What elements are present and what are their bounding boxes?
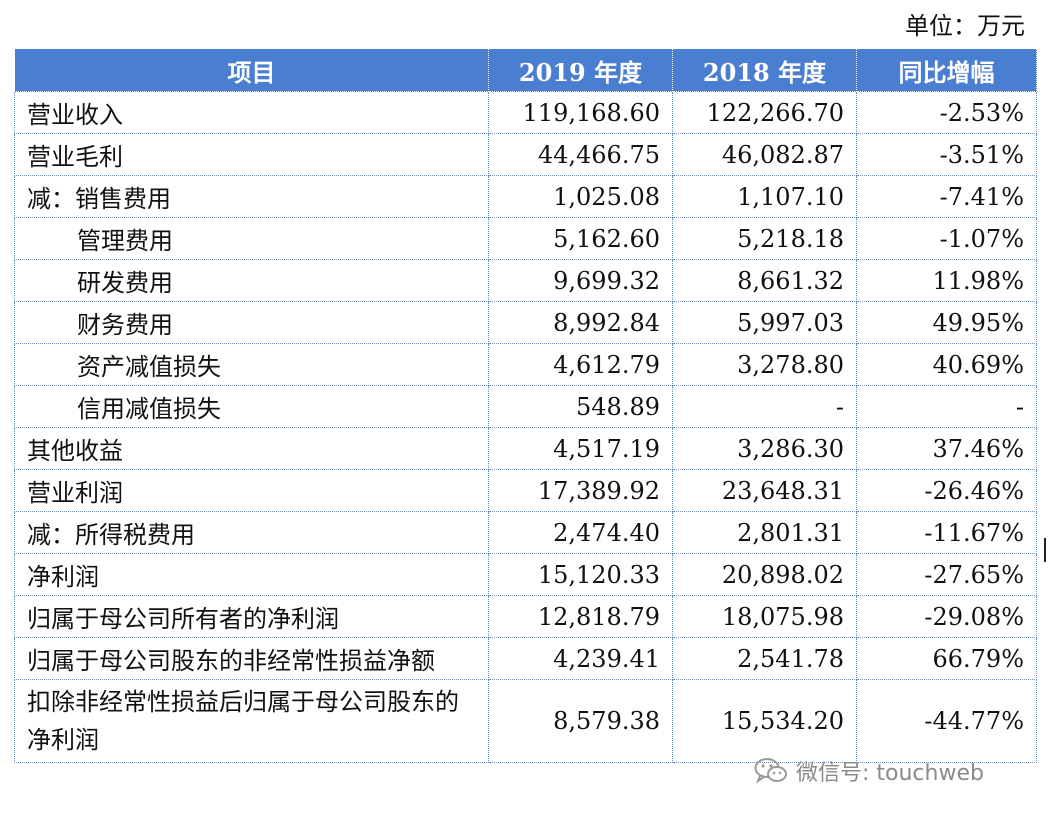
value-2019: 4,517.19	[488, 427, 673, 470]
value-2019: 8,992.84	[488, 301, 673, 344]
value-2018: 23,648.31	[672, 469, 857, 512]
value-2018: 8,661.32	[672, 259, 857, 302]
row-label: 归属于母公司所有者的净利润	[14, 595, 489, 638]
value-change: 49.95%	[856, 301, 1037, 344]
header-2019: 2019 年度	[488, 48, 673, 92]
value-change: -1.07%	[856, 217, 1037, 260]
row-label: 营业利润	[14, 469, 489, 512]
table-row: 资产减值损失 4,612.79 3,278.80 40.69%	[14, 343, 1037, 386]
watermark: 微信号: touchweb	[754, 756, 984, 786]
value-change: -27.65%	[856, 553, 1037, 596]
table-row: 营业收入 119,168.60 122,266.70 -2.53%	[14, 91, 1037, 134]
value-2019: 5,162.60	[488, 217, 673, 260]
value-2018: 122,266.70	[672, 91, 857, 134]
table-row: 管理费用 5,162.60 5,218.18 -1.07%	[14, 217, 1037, 260]
value-2018: 5,997.03	[672, 301, 857, 344]
row-label: 减：销售费用	[14, 175, 489, 218]
row-label: 营业毛利	[14, 133, 489, 176]
value-change: -	[856, 385, 1037, 428]
table-row: 归属于母公司股东的非经常性损益净额 4,239.41 2,541.78 66.7…	[14, 637, 1037, 680]
value-2019: 2,474.40	[488, 511, 673, 554]
text-cursor	[1044, 538, 1046, 562]
value-2018: 46,082.87	[672, 133, 857, 176]
row-label: 扣除非经常性损益后归属于母公司股东的净利润	[14, 679, 489, 763]
header-2018: 2018 年度	[672, 48, 857, 92]
row-label: 减：所得税费用	[14, 511, 489, 554]
row-label: 营业收入	[14, 91, 489, 134]
value-change: 66.79%	[856, 637, 1037, 680]
value-2019: 17,389.92	[488, 469, 673, 512]
value-2018: 3,286.30	[672, 427, 857, 470]
value-change: 11.98%	[856, 259, 1037, 302]
value-2019: 4,612.79	[488, 343, 673, 386]
table-row: 减：所得税费用 2,474.40 2,801.31 -11.67%	[14, 511, 1037, 554]
value-change: -11.67%	[856, 511, 1037, 554]
table-row: 扣除非经常性损益后归属于母公司股东的净利润 8,579.38 15,534.20…	[14, 679, 1037, 763]
table-row: 净利润 15,120.33 20,898.02 -27.65%	[14, 553, 1037, 596]
watermark-text: 微信号: touchweb	[796, 761, 984, 786]
table-row: 营业利润 17,389.92 23,648.31 -26.46%	[14, 469, 1037, 512]
wechat-icon	[754, 758, 787, 784]
value-2018: 2,801.31	[672, 511, 857, 554]
row-label: 信用减值损失	[14, 385, 489, 428]
table-row: 财务费用 8,992.84 5,997.03 49.95%	[14, 301, 1037, 344]
row-label: 净利润	[14, 553, 489, 596]
value-change: -29.08%	[856, 595, 1037, 638]
value-2018: -	[672, 385, 857, 428]
table-row: 其他收益 4,517.19 3,286.30 37.46%	[14, 427, 1037, 470]
value-2018: 5,218.18	[672, 217, 857, 260]
value-2018: 18,075.98	[672, 595, 857, 638]
row-label: 其他收益	[14, 427, 489, 470]
table-header-row: 项目 2019 年度 2018 年度 同比增幅	[14, 48, 1037, 92]
financial-table: 项目 2019 年度 2018 年度 同比增幅 营业收入 119,168.60 …	[14, 48, 1037, 763]
value-2018: 15,534.20	[672, 679, 857, 763]
value-2019: 1,025.08	[488, 175, 673, 218]
value-2018: 3,278.80	[672, 343, 857, 386]
value-2018: 1,107.10	[672, 175, 857, 218]
value-2019: 44,466.75	[488, 133, 673, 176]
table-row: 信用减值损失 548.89 - -	[14, 385, 1037, 428]
value-2019: 8,579.38	[488, 679, 673, 763]
table-row: 归属于母公司所有者的净利润 12,818.79 18,075.98 -29.08…	[14, 595, 1037, 638]
row-label: 归属于母公司股东的非经常性损益净额	[14, 637, 489, 680]
value-2019: 12,818.79	[488, 595, 673, 638]
value-2018: 20,898.02	[672, 553, 857, 596]
table-row: 减：销售费用 1,025.08 1,107.10 -7.41%	[14, 175, 1037, 218]
row-label: 管理费用	[14, 217, 489, 260]
value-change: 37.46%	[856, 427, 1037, 470]
table-row: 营业毛利 44,466.75 46,082.87 -3.51%	[14, 133, 1037, 176]
value-2019: 548.89	[488, 385, 673, 428]
value-2019: 15,120.33	[488, 553, 673, 596]
row-label: 财务费用	[14, 301, 489, 344]
header-item: 项目	[14, 48, 489, 92]
value-2019: 119,168.60	[488, 91, 673, 134]
row-label: 研发费用	[14, 259, 489, 302]
value-change: 40.69%	[856, 343, 1037, 386]
value-2019: 9,699.32	[488, 259, 673, 302]
value-2019: 4,239.41	[488, 637, 673, 680]
value-change: -3.51%	[856, 133, 1037, 176]
row-label: 资产减值损失	[14, 343, 489, 386]
value-change: -44.77%	[856, 679, 1037, 763]
table-row: 研发费用 9,699.32 8,661.32 11.98%	[14, 259, 1037, 302]
value-change: -26.46%	[856, 469, 1037, 512]
value-change: -2.53%	[856, 91, 1037, 134]
value-change: -7.41%	[856, 175, 1037, 218]
header-change: 同比增幅	[856, 48, 1037, 92]
unit-label: 单位：万元	[905, 12, 1025, 40]
value-2018: 2,541.78	[672, 637, 857, 680]
